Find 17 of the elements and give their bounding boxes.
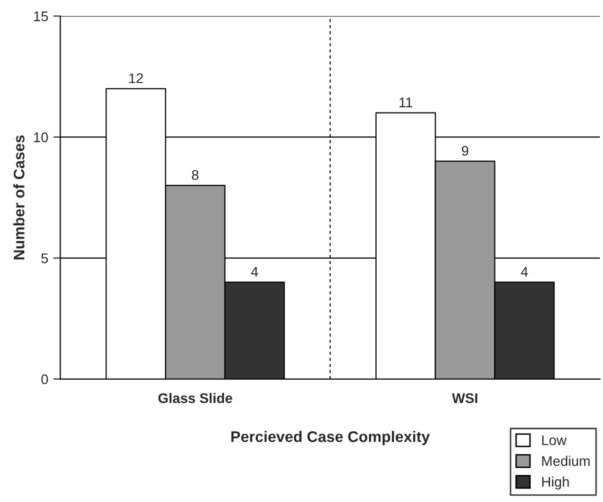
y-tick-label: 10 bbox=[34, 132, 48, 142]
x-tick-label: WSI bbox=[452, 393, 478, 404]
data-label: 11 bbox=[400, 98, 412, 108]
y-tick-label: 5 bbox=[41, 254, 48, 264]
data-label: 8 bbox=[192, 170, 198, 180]
y-axis-title: Number of Cases bbox=[13, 135, 24, 260]
x-axis-title: Percieved Case Complexity bbox=[231, 430, 430, 446]
data-label: 9 bbox=[462, 146, 468, 156]
data-label: 4 bbox=[520, 267, 528, 277]
y-tick-label: 15 bbox=[34, 12, 48, 22]
y-tick-label: 0 bbox=[41, 374, 48, 384]
legend-label: Medium bbox=[542, 456, 590, 466]
legend-label: Low bbox=[542, 435, 567, 446]
data-label: 12 bbox=[129, 73, 143, 83]
data-label: 4 bbox=[251, 267, 258, 277]
legend-label: High bbox=[542, 476, 569, 490]
x-tick-label: Glass Slide bbox=[158, 392, 232, 404]
